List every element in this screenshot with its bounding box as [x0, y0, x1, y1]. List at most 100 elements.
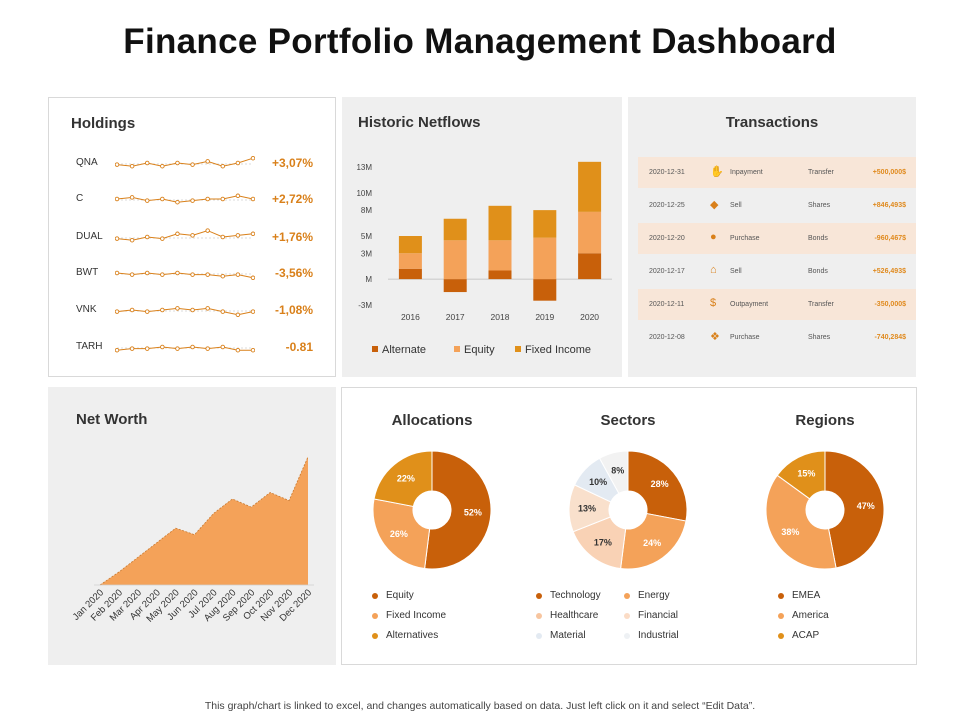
legend-label: Technology [550, 590, 601, 601]
legend-dot [536, 613, 542, 619]
sparkline-point [235, 233, 241, 238]
legend-label: Energy [638, 590, 670, 601]
bar-alternate [533, 279, 557, 301]
bar-equity [578, 211, 602, 254]
transaction-type: Bonds [808, 268, 828, 275]
sparkline-point [205, 272, 210, 277]
sparkline-point [160, 272, 165, 277]
pie-value-label: 24% [643, 538, 661, 548]
transaction-date: 2020-12-17 [649, 268, 685, 275]
legend-label: Healthcare [550, 610, 599, 621]
holding-row: TARH -0.81 [49, 338, 335, 358]
transaction-name: Sell [730, 202, 742, 209]
legend-swatch [515, 346, 521, 352]
bar-alternate [443, 279, 467, 293]
legend-label: America [792, 610, 829, 621]
bar-equity [398, 253, 422, 269]
sparkline-point [205, 196, 210, 202]
legend-dot [778, 613, 784, 619]
pie-value-label: 13% [578, 504, 596, 514]
allocations-title: Allocations [391, 412, 473, 429]
transaction-row[interactable]: 2020-12-31 ✋ Inpayment Transfer +500,000$ [638, 157, 916, 188]
transaction-name: Purchase [730, 334, 760, 341]
x-tick-label: 2018 [491, 312, 510, 322]
legend-dot [536, 633, 542, 639]
sparkline-point [129, 195, 135, 200]
legend-label: Equity [386, 590, 414, 601]
transaction-type: Shares [808, 334, 831, 341]
sparkline-point [235, 312, 241, 318]
sparkline-point [235, 272, 241, 277]
sparkline-point [205, 306, 210, 311]
sparkline-point [129, 346, 135, 351]
transaction-amount: +526,493$ [872, 268, 906, 275]
transaction-row[interactable]: 2020-12-20 ● Purchase Bonds -960,467$ [638, 223, 916, 254]
sparkline-line [116, 346, 253, 351]
y-tick-label: 3M [361, 249, 372, 258]
sparkline-point [190, 198, 195, 203]
x-tick-label: 2020 [580, 312, 599, 322]
allocations-slice-fixed-income [372, 498, 431, 570]
holding-row: BWT -3,56% [49, 264, 335, 284]
transaction-row[interactable]: 2020-12-17 ⌂ Sell Bonds +526,493$ [638, 256, 916, 287]
sparkline-point [190, 233, 195, 238]
sparkline-point [115, 347, 120, 353]
holding-value: +2,72% [271, 192, 313, 206]
bar-fixed-income [488, 205, 512, 241]
transaction-name: Inpayment [730, 169, 763, 176]
holding-sparkline [115, 270, 255, 281]
transaction-type: Bonds [808, 235, 828, 242]
sparkline-point [205, 228, 210, 233]
holding-label: DUAL [76, 231, 103, 242]
bar-equity [443, 240, 467, 280]
transaction-amount: -960,467$ [874, 235, 906, 242]
sparkline-point [175, 199, 180, 205]
holding-label: BWT [76, 267, 99, 278]
networth-panel: Net Worth Jan 2020 Feb 2020 Mar 2020 Apr 20… [48, 387, 336, 665]
legend-dot [372, 633, 378, 639]
sparkline-point [144, 234, 150, 240]
cart-icon: ❖ [710, 331, 720, 343]
transaction-row[interactable]: 2020-12-08 ❖ Purchase Shares -740,284$ [638, 322, 916, 353]
holding-value: +1,76% [271, 230, 313, 244]
legend-dot [624, 593, 630, 599]
bar-fixed-income [443, 218, 467, 241]
sparkline-point [160, 163, 165, 169]
sparkline-point [190, 344, 195, 350]
sparkline-point [115, 270, 120, 276]
transaction-name: Purchase [730, 235, 760, 242]
transactions-panel: Transactions 2020-12-31 ✋ Inpayment Transfe… [628, 97, 916, 377]
sparkline-point [220, 344, 226, 350]
sparkline-point [160, 196, 165, 202]
sparkline-point [205, 159, 210, 164]
pie-value-label: 10% [589, 477, 607, 487]
holding-sparkline [115, 344, 255, 353]
transaction-amount: +846,493$ [872, 202, 906, 209]
holding-sparkline [115, 193, 255, 205]
transaction-row[interactable]: 2020-12-25 ◆ Sell Shares +846,493$ [638, 190, 916, 221]
transactions-title: Transactions [725, 114, 819, 131]
holdings-title: Holdings [71, 115, 136, 132]
holding-row: QNA +3,07% [49, 154, 335, 174]
pie-value-label: 38% [781, 527, 799, 537]
sparkline-point [220, 309, 226, 314]
pie-charts: 52% 26% 22% 28% 24% 17% 13% 10% 8% 47% 38% 15% [372, 450, 885, 570]
sparkline-point [160, 236, 165, 241]
sparkline-line [116, 195, 254, 203]
holding-row: C +2,72% [49, 190, 335, 210]
transaction-name: Sell [730, 268, 742, 275]
holding-sparkline [115, 306, 255, 318]
transaction-name: Outpayment [730, 301, 769, 308]
legend-swatch [372, 346, 378, 352]
pie-value-label: 15% [797, 468, 815, 478]
legend-label: Fixed Income [386, 610, 447, 621]
holdings-panel: Holdings QNA +3,07% C +2,72% DUAL +1,76% BWT -3… [48, 97, 336, 377]
transaction-row[interactable]: 2020-12-11 $ Outpayment Transfer -350,000$ [638, 289, 916, 320]
sparkline-point [175, 306, 180, 311]
legend-label: EMEA [792, 590, 821, 601]
y-tick-label: -3M [358, 301, 372, 310]
regions-slice-america [765, 474, 837, 570]
transaction-date: 2020-12-11 [649, 301, 685, 308]
bar-alternate [398, 268, 422, 280]
pie-value-label: 28% [651, 479, 669, 489]
